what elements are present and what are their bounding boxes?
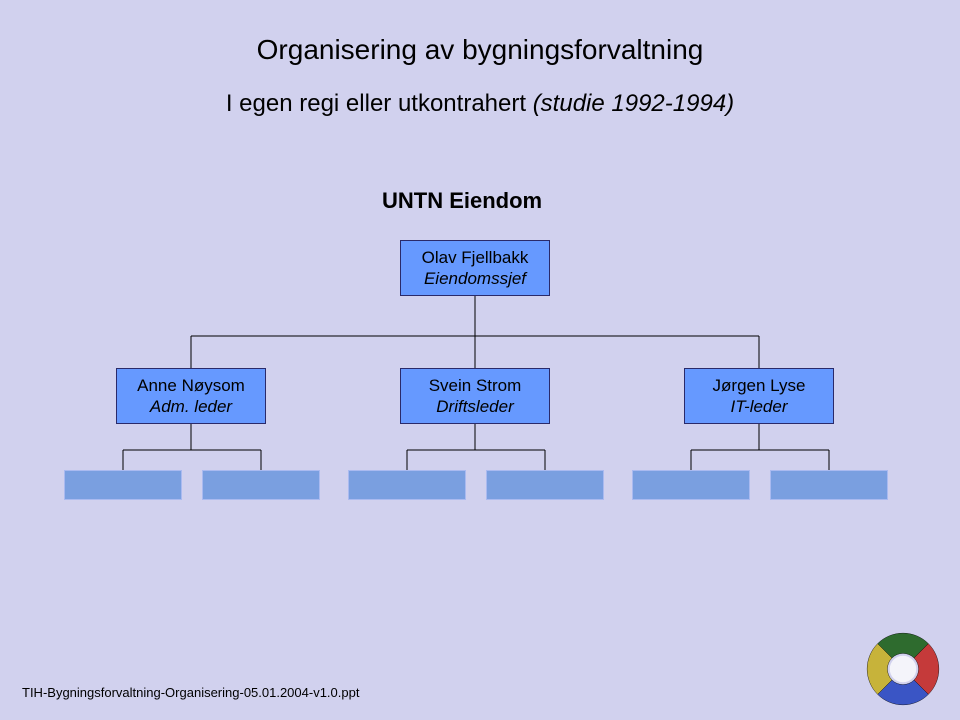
org-box-role: Driftsleder [436, 396, 513, 417]
footer-path: TIH-Bygningsforvaltning-Organisering-05.… [22, 685, 359, 700]
org-box-leaf [632, 470, 750, 500]
org-box-role: IT-leder [730, 396, 787, 417]
org-unit-label: UNTN Eiendom [382, 188, 542, 214]
subtitle-plain: I egen regi eller utkontrahert [226, 90, 533, 117]
org-box-manager-3: Jørgen Lyse IT-leder [684, 368, 834, 424]
org-box-root: Olav Fjellbakk Eiendomssjef [400, 240, 550, 296]
page-subtitle: I egen regi eller utkontrahert (studie 1… [0, 90, 960, 118]
org-box-leaf [348, 470, 466, 500]
org-box-manager-2: Svein Strom Driftsleder [400, 368, 550, 424]
org-box-name: Jørgen Lyse [713, 375, 806, 396]
org-box-name: Anne Nøysom [137, 375, 245, 396]
org-box-role: Adm. leder [150, 396, 232, 417]
org-box-leaf [486, 470, 604, 500]
org-box-role: Eiendomssjef [424, 268, 526, 289]
org-box-name: Svein Strom [429, 375, 522, 396]
subtitle-italic: (studie 1992-1994) [533, 90, 734, 117]
org-box-leaf [202, 470, 320, 500]
org-box-name: Olav Fjellbakk [422, 247, 529, 268]
page-title: Organisering av bygningsforvaltning [0, 34, 960, 66]
corner-logo [864, 630, 942, 708]
org-box-leaf [770, 470, 888, 500]
org-box-manager-1: Anne Nøysom Adm. leder [116, 368, 266, 424]
org-box-leaf [64, 470, 182, 500]
